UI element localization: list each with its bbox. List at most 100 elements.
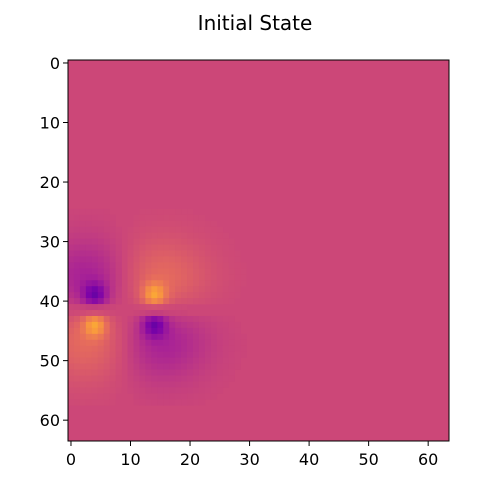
heatmap-cell [133,393,140,400]
heatmap-cell [187,274,194,281]
heatmap-cell [85,238,93,245]
heatmap-cell [204,375,212,382]
heatmap-cell [115,345,122,352]
heatmap-cell [151,280,158,287]
heatmap-cell [181,387,188,394]
heatmap-cell [181,321,188,329]
heatmap-cell [145,286,152,293]
heatmap-cell [145,327,152,335]
heatmap-cell [216,387,224,394]
heatmap-cell [85,369,93,376]
heatmap-cell [68,298,75,305]
heatmap-cell [79,381,87,388]
heatmap-cell [103,327,110,335]
heatmap-cell [115,321,122,329]
heatmap-cell [68,286,75,293]
heatmap-cell [68,232,75,239]
heatmap-cell [139,208,146,216]
heatmap-cell [133,375,140,382]
heatmap-cell [157,262,164,269]
heatmap-cell [187,333,194,341]
heatmap-cell [228,250,235,257]
heatmap-cell [68,250,75,257]
heatmap-cell [145,351,152,358]
heatmap-cell [109,220,116,227]
heatmap-cell [163,214,170,222]
heatmap-cell [210,220,218,227]
heatmap-cell [73,321,81,329]
heatmap-cell [228,268,235,275]
heatmap-cell [115,375,122,382]
heatmap-cell [210,268,218,275]
heatmap-cell [204,387,212,394]
heatmap-cell [97,256,105,263]
heatmap-cell [97,298,105,305]
heatmap-cell [91,232,99,239]
heatmap-cell [79,369,87,376]
heatmap-cell [127,226,134,233]
heatmap-cell [163,262,170,269]
heatmap-cell [151,304,158,311]
heatmap-cell [210,244,218,251]
heatmap-cell [210,280,218,287]
heatmap-cell [68,393,75,400]
heatmap-cell [193,220,200,227]
heatmap-cell [157,226,164,233]
heatmap-cell [133,226,140,233]
heatmap-cell [187,393,194,400]
heatmap-cell [163,387,170,394]
heatmap-cell [68,345,75,352]
heatmap-cell [91,250,99,257]
heatmap-cell [85,351,93,358]
y-tick-label: 60 [40,411,60,430]
heatmap-cell [73,381,81,388]
heatmap-cell [157,220,164,227]
heatmap-cell [193,369,200,376]
heatmap-cell [193,339,200,347]
heatmap-cell [175,298,182,305]
heatmap-cell [73,280,81,287]
heatmap-cell [145,363,152,370]
heatmap-cell [210,339,218,347]
heatmap-cell [109,339,116,347]
heatmap-cell [73,208,81,216]
heatmap-cell [115,244,122,251]
heatmap-cell [222,357,230,364]
heatmap-cell [169,250,176,257]
heatmap-cell [234,280,241,287]
heatmap-cell [175,244,182,251]
heatmap-cell [181,351,188,358]
heatmap-cell [151,357,158,364]
heatmap-cell [133,327,140,335]
heatmap-cell [79,244,87,251]
heatmap-cell [228,315,235,323]
heatmap-cell [68,214,75,222]
heatmap-cell [79,357,87,364]
heatmap-cell [175,226,182,233]
heatmap-cell [169,393,176,400]
heatmap-cell [216,244,224,251]
heatmap-cell [187,292,194,299]
heatmap-cell [103,232,110,239]
heatmap-cell [198,226,206,233]
heatmap-cell [151,345,158,352]
heatmap-cell [79,214,87,222]
heatmap-cell [103,321,110,329]
heatmap-cell [175,232,182,239]
heatmap-cell [115,369,122,376]
heatmap-cell [175,351,182,358]
heatmap-cell [103,226,110,233]
heatmap-cell [151,327,158,335]
heatmap-cell [139,292,146,299]
heatmap-cell [68,321,75,329]
heatmap-cell [169,369,176,376]
heatmap-cell [181,256,188,263]
heatmap-cell [127,339,134,347]
heatmap-cell [240,262,247,269]
heatmap-cell [151,238,158,245]
heatmap-cell [210,298,218,305]
heatmap-cell [85,232,93,239]
heatmap-cell [91,268,99,275]
heatmap-cell [151,250,158,257]
heatmap-cell [103,220,110,227]
